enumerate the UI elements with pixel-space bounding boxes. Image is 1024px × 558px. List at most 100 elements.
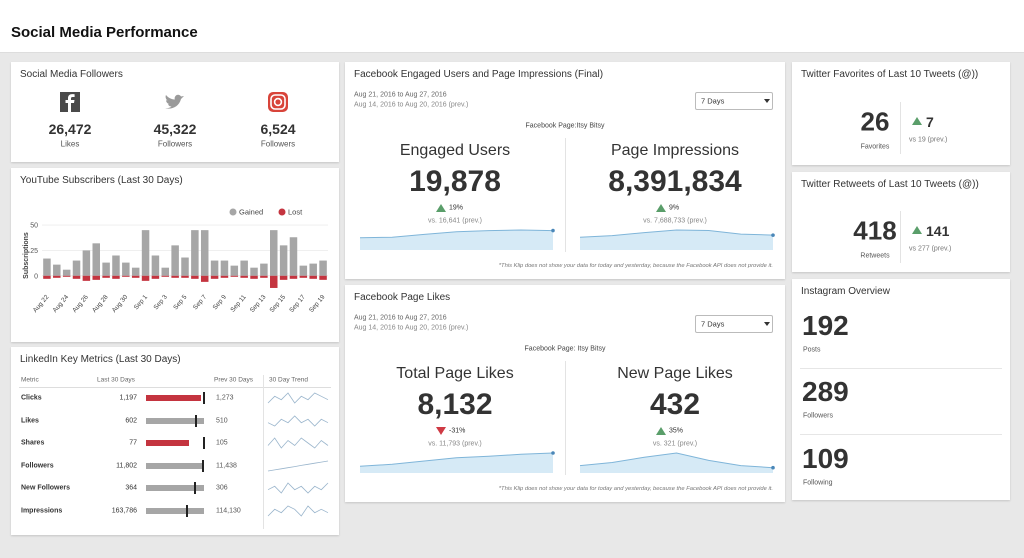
page-name: Facebook Page:Itsy Bitsy xyxy=(525,122,605,130)
bar xyxy=(260,263,268,276)
chart-area xyxy=(267,415,329,427)
trend-end-dot xyxy=(551,451,555,455)
trend-line xyxy=(267,460,329,472)
metric-name: Followers xyxy=(21,462,54,470)
x-tick-label: Sep 3 xyxy=(153,294,170,312)
header-rule xyxy=(19,387,331,388)
trend-line xyxy=(267,415,329,427)
panel-title: Social Media Followers xyxy=(20,69,123,80)
follower-label: Followers xyxy=(157,139,193,149)
x-tick-label: Sep 9 xyxy=(212,294,229,312)
bar xyxy=(200,230,209,276)
arrow-up xyxy=(912,226,922,234)
prev-value: vs. 7,688,733 (prev.) xyxy=(643,217,707,225)
y-tick-label: 50 xyxy=(30,223,38,230)
trend-line xyxy=(267,392,329,404)
tweet-stat-label: Favorites xyxy=(860,143,890,151)
row-divider xyxy=(800,434,1002,435)
column-header: Last 30 Days xyxy=(97,376,135,384)
dropdown-arrow xyxy=(764,99,770,103)
metric-name: Shares xyxy=(21,439,45,447)
prev-value: 1,273 xyxy=(216,394,234,402)
x-tick-label: Sep 15 xyxy=(269,293,288,314)
tweet-change: 141 xyxy=(926,223,950,239)
bar xyxy=(309,263,317,276)
bar xyxy=(43,258,51,276)
metric-value: 8,132 xyxy=(417,388,493,421)
bar xyxy=(72,260,81,276)
follower-count: 6,524 xyxy=(260,121,296,137)
legend-label: Gained xyxy=(239,208,263,217)
panel-title: Twitter Favorites of Last 10 Tweets (@)) xyxy=(801,69,979,80)
header-bar: Social Media Performance xyxy=(0,0,1024,53)
prev-value: vs. 321 (prev.) xyxy=(652,440,698,448)
bullet-target xyxy=(194,482,197,495)
bar xyxy=(161,267,170,276)
bar xyxy=(181,257,189,276)
date-range: Aug 21, 2016 to Aug 27, 2016 xyxy=(354,314,447,322)
change-label: 35% xyxy=(669,427,684,435)
bar xyxy=(270,230,278,276)
chart-area xyxy=(912,117,922,125)
bar xyxy=(260,275,268,278)
bar xyxy=(309,275,317,279)
metric-divider xyxy=(565,138,566,252)
last-value: 364 xyxy=(125,484,137,492)
bar xyxy=(62,275,71,277)
panel-title: Facebook Engaged Users and Page Impressi… xyxy=(354,69,604,80)
bar xyxy=(92,243,100,276)
bar xyxy=(171,245,179,276)
prev-value: vs. 11,793 (prev.) xyxy=(428,440,482,448)
last-value: 1,197 xyxy=(119,394,137,402)
metric-divider xyxy=(565,361,566,475)
panel-title: Twitter Retweets of Last 10 Tweets (@)) xyxy=(801,179,979,190)
panel: Facebook Engaged Users and Page Impressi… xyxy=(345,62,785,279)
bar xyxy=(131,267,140,276)
prev-range: Aug 14, 2016 to Aug 20, 2016 (prev.) xyxy=(354,324,469,332)
bar xyxy=(82,250,91,276)
period-value: 7 Days xyxy=(701,96,725,106)
x-tick-label: Sep 19 xyxy=(308,293,327,314)
legend-swatch xyxy=(278,208,286,216)
bullet-target xyxy=(203,437,206,450)
panel-title: Instagram Overview xyxy=(801,286,890,297)
instagram-stat: 192 xyxy=(802,310,849,341)
legend-swatch xyxy=(229,208,237,216)
metric-value: 19,878 xyxy=(409,165,501,198)
trend-line xyxy=(359,229,554,239)
bar xyxy=(53,275,61,278)
legend-label: Lost xyxy=(288,208,303,217)
twitter-icon xyxy=(165,94,184,109)
metric-name: Page Impressions xyxy=(610,142,740,159)
bar xyxy=(250,275,258,279)
last-value: 163,786 xyxy=(111,507,137,515)
footnote: *This Klip does not show your data for t… xyxy=(498,486,773,492)
trend-line xyxy=(579,229,774,238)
x-tick-label: Sep 13 xyxy=(249,293,268,314)
bar xyxy=(82,275,91,281)
footnote: *This Klip does not show your data for t… xyxy=(498,263,773,269)
tweet-prev: vs 277 (prev.) xyxy=(909,245,952,253)
period-select[interactable]: 7 Days xyxy=(695,315,773,333)
bar xyxy=(72,275,81,279)
bar xyxy=(279,275,288,280)
tweet-stat: 418 xyxy=(853,215,897,246)
x-tick-label: Aug 22 xyxy=(32,293,51,314)
bullet-bar xyxy=(146,508,205,514)
instagram-stat-label: Followers xyxy=(803,412,833,420)
trend-end-dot xyxy=(551,228,555,233)
panel: Twitter Favorites of Last 10 Tweets (@))… xyxy=(792,62,1010,165)
x-tick-label: Aug 26 xyxy=(71,293,90,314)
chart-area xyxy=(165,94,184,109)
metric-name: Total Page Likes xyxy=(396,365,514,382)
prev-value: 114,130 xyxy=(216,507,241,515)
bullet-target xyxy=(201,459,204,472)
period-select[interactable]: 7 Days xyxy=(695,92,773,110)
x-tick-label: Sep 7 xyxy=(192,294,209,312)
bar xyxy=(250,267,258,276)
column-divider xyxy=(263,375,264,529)
facebook-glyph xyxy=(65,94,75,112)
period-value: 7 Days xyxy=(701,319,725,329)
bar xyxy=(122,275,130,277)
